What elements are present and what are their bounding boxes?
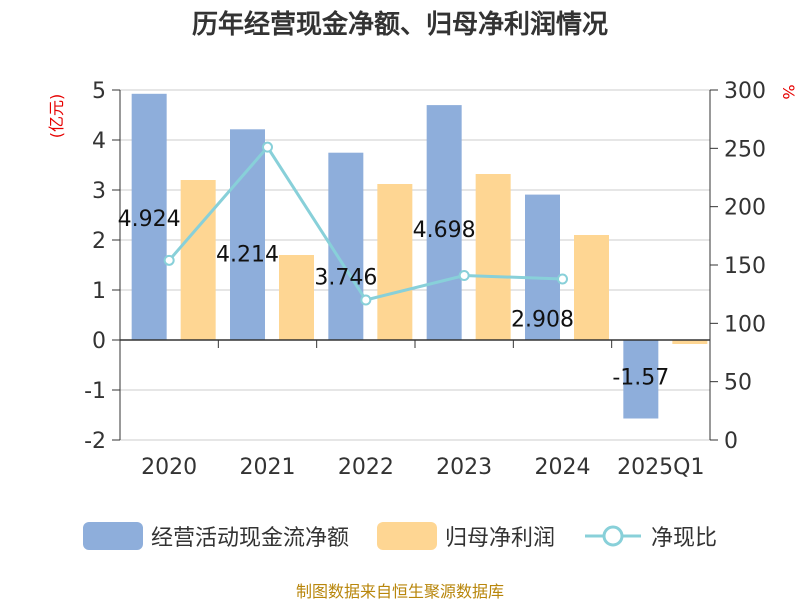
bar-profit bbox=[475, 174, 511, 340]
ratio-point bbox=[360, 294, 372, 306]
line-layer bbox=[163, 141, 568, 306]
bar-cash bbox=[623, 340, 659, 419]
left-tick-label: 4 bbox=[92, 129, 106, 154]
right-tick-label: 0 bbox=[724, 429, 738, 454]
category-label: 2020 bbox=[141, 455, 197, 480]
right-tick-label: 300 bbox=[724, 79, 766, 104]
legend: 经营活动现金流净额 归母净利润 净现比 bbox=[0, 518, 800, 554]
bar-cash bbox=[525, 194, 560, 340]
right-axis-unit: % bbox=[779, 84, 798, 99]
legend-label-ratio: 净现比 bbox=[651, 526, 718, 551]
bar-profit bbox=[279, 255, 314, 340]
data-label-cash: 4.214 bbox=[216, 242, 279, 267]
bars-layer bbox=[131, 93, 708, 419]
labels-layer: 4.924 4.214 3.746 4.698 2.908 -1.57 bbox=[118, 207, 670, 391]
right-tick-label: 150 bbox=[724, 254, 766, 279]
legend-swatch-cash bbox=[82, 522, 143, 550]
right-tick-label: 250 bbox=[724, 137, 766, 162]
ratio-point bbox=[557, 273, 568, 285]
left-tick-label: -2 bbox=[84, 429, 106, 454]
ratio-point bbox=[163, 254, 175, 266]
data-label-cash: -1.57 bbox=[612, 366, 669, 391]
left-axis-unit: (亿元) bbox=[47, 94, 66, 139]
bar-profit bbox=[574, 235, 609, 340]
legend-label-profit: 归母净利润 bbox=[444, 526, 555, 551]
legend-swatch-ratio bbox=[585, 525, 641, 547]
ratio-point bbox=[262, 141, 273, 153]
left-tick-label: 1 bbox=[92, 279, 106, 304]
bar-profit bbox=[672, 340, 708, 344]
category-label: 2022 bbox=[338, 455, 394, 480]
bar-cash bbox=[328, 152, 364, 340]
chart-title: 历年经营现金净额、归母净利润情况 bbox=[191, 10, 608, 40]
left-tick-label: 3 bbox=[92, 179, 106, 204]
right-tick-label: 50 bbox=[724, 371, 752, 396]
bar-cash bbox=[426, 105, 462, 340]
right-tick-label: 200 bbox=[724, 196, 766, 221]
legend-label-cash: 经营活动现金流净额 bbox=[150, 526, 349, 551]
data-label-cash: 4.924 bbox=[118, 207, 181, 232]
legend-swatch-profit bbox=[376, 522, 437, 550]
ratio-point bbox=[458, 270, 470, 281]
legend-item-cash[interactable]: 经营活动现金流净额 bbox=[82, 520, 349, 552]
left-tick-label: -1 bbox=[84, 379, 106, 404]
left-tick-label: 0 bbox=[92, 329, 106, 354]
left-tick-label: 2 bbox=[92, 229, 106, 254]
legend-item-profit[interactable]: 归母净利润 bbox=[376, 520, 555, 552]
data-label-cash: 2.908 bbox=[511, 308, 574, 333]
right-tick-label: 100 bbox=[724, 312, 766, 337]
source-note: 制图数据来自恒生聚源数据库 bbox=[295, 582, 504, 601]
bar-profit bbox=[377, 184, 413, 340]
category-label: 2025Q1 bbox=[617, 455, 704, 480]
legend-item-ratio[interactable]: 净现比 bbox=[583, 520, 717, 552]
category-label: 2021 bbox=[240, 455, 296, 480]
bar-profit bbox=[180, 180, 216, 340]
bar-cash bbox=[230, 129, 265, 340]
data-label-cash: 3.746 bbox=[314, 266, 377, 291]
category-label: 2024 bbox=[535, 455, 591, 480]
bar-cash bbox=[131, 93, 167, 340]
left-tick-label: 5 bbox=[92, 79, 106, 104]
data-label-cash: 4.698 bbox=[413, 218, 476, 243]
category-label: 2023 bbox=[436, 455, 492, 480]
